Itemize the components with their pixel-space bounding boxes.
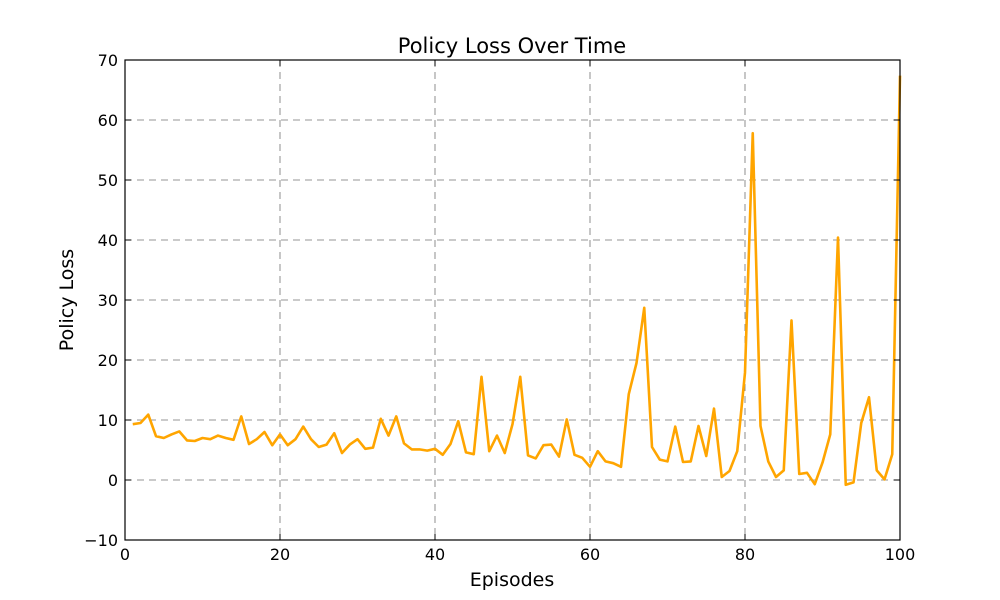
x-axis-label: Episodes [470,569,555,591]
y-tick-label: 60 [98,111,118,130]
x-tick-label: 40 [425,545,445,564]
ticks [124,59,901,541]
y-tick-label: 50 [98,171,118,190]
y-tick-label: 20 [98,351,118,370]
y-axis-label: Policy Loss [56,249,78,351]
y-tick-label: 40 [98,231,118,250]
y-tick-label: −10 [84,531,118,550]
x-tick-label: 80 [735,545,755,564]
series-layer [132,75,902,487]
policy-loss-line [132,75,902,487]
y-tick-labels: −10 0 10 20 30 40 50 60 70 [84,51,118,550]
y-tick-label: 10 [98,411,118,430]
chart-title: Policy Loss Over Time [398,34,626,58]
x-tick-label: 20 [270,545,290,564]
x-tick-label: 60 [580,545,600,564]
y-tick-label: 0 [108,471,118,490]
y-tick-label: 30 [98,291,118,310]
x-tick-label: 100 [885,545,916,564]
x-tick-label: 0 [120,545,130,564]
y-tick-label: 70 [98,51,118,70]
x-tick-labels: 0 20 40 60 80 100 [120,545,915,564]
